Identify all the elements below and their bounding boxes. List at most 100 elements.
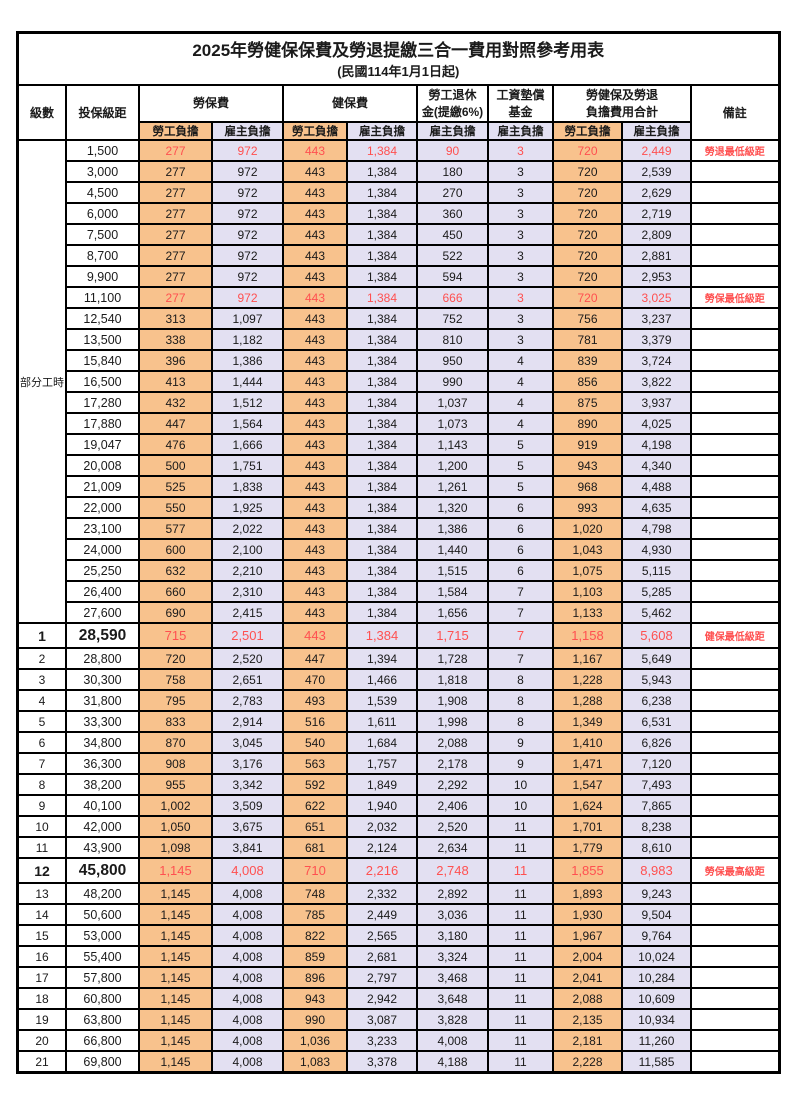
pension-employer-cell: 2,520 (416, 815, 489, 838)
health-employer-cell: 1,384 (346, 223, 418, 246)
subheader-labor-employee: 勞工負擔 (138, 121, 213, 141)
health-employer-cell: 3,378 (346, 1050, 418, 1074)
health-employee-cell: 748 (282, 882, 348, 905)
labor-employer-cell: 1,512 (211, 391, 284, 414)
labor-employer-cell: 1,666 (211, 433, 284, 456)
wage-fund-employer-cell: 9 (487, 731, 554, 754)
bracket-cell: 63,800 (65, 1008, 140, 1031)
total-employee-cell: 1,133 (552, 601, 623, 624)
wage-fund-employer-cell: 8 (487, 710, 554, 733)
level-cell: 16 (16, 945, 67, 968)
table-row: 18 60,800 1,145 4,008 943 2,942 3,648 11 2,088 10… (16, 987, 780, 1010)
total-employee-cell: 1,967 (552, 924, 623, 947)
note-cell (690, 945, 780, 968)
health-employer-cell: 2,332 (346, 882, 418, 905)
wage-fund-employer-cell: 3 (487, 139, 554, 162)
total-employee-cell: 1,930 (552, 903, 623, 926)
wage-fund-employer-cell: 5 (487, 454, 554, 477)
total-employee-cell: 2,135 (552, 1008, 623, 1031)
total-employer-cell: 4,930 (621, 538, 692, 561)
labor-employee-cell: 908 (138, 752, 213, 775)
health-employee-cell: 516 (282, 710, 348, 733)
total-employee-cell: 720 (552, 265, 623, 288)
labor-employee-cell: 277 (138, 244, 213, 267)
labor-employee-cell: 1,145 (138, 857, 213, 884)
subheader-health-employer: 雇主負擔 (346, 121, 418, 141)
health-employee-cell: 710 (282, 857, 348, 884)
note-cell (690, 815, 780, 838)
level-cell: 20 (16, 1029, 67, 1052)
table-row: 10 42,000 1,050 3,675 651 2,032 2,520 11 1,701 8,… (16, 815, 780, 838)
bracket-cell: 28,800 (65, 647, 140, 670)
wage-fund-employer-cell: 7 (487, 580, 554, 603)
table-row: 12 45,800 1,145 4,008 710 2,216 2,748 11 1,855 8,… (16, 857, 780, 884)
health-employer-cell: 1,940 (346, 794, 418, 817)
pension-employer-cell: 2,292 (416, 773, 489, 796)
health-employee-cell: 443 (282, 601, 348, 624)
labor-employee-cell: 277 (138, 160, 213, 183)
note-cell (690, 349, 780, 372)
health-employer-cell: 2,032 (346, 815, 418, 838)
bracket-cell: 6,000 (65, 202, 140, 225)
wage-fund-employer-cell: 7 (487, 601, 554, 624)
level-cell: 1 (16, 622, 67, 649)
health-employee-cell: 540 (282, 731, 348, 754)
labor-employee-cell: 600 (138, 538, 213, 561)
health-employee-cell: 943 (282, 987, 348, 1010)
labor-employee-cell: 1,098 (138, 836, 213, 859)
health-employee-cell: 443 (282, 286, 348, 309)
bracket-cell: 17,280 (65, 391, 140, 414)
table-row: 9,900 277 972 443 1,384 594 3 720 2,953 (18, 265, 780, 288)
total-employer-cell: 5,649 (621, 647, 692, 670)
level-cell: 8 (16, 773, 67, 796)
labor-employee-cell: 715 (138, 622, 213, 649)
total-employee-cell: 720 (552, 202, 623, 225)
labor-employer-cell: 4,008 (211, 945, 284, 968)
note-cell (690, 601, 780, 624)
table-row: 17,880 447 1,564 443 1,384 1,073 4 890 4,025 (18, 412, 780, 435)
level-cell: 13 (16, 882, 67, 905)
pension-employer-cell: 1,200 (416, 454, 489, 477)
table-row: 13,500 338 1,182 443 1,384 810 3 781 3,379 (18, 328, 780, 351)
pension-employer-cell: 990 (416, 370, 489, 393)
pension-employer-cell: 180 (416, 160, 489, 183)
labor-employer-cell: 972 (211, 181, 284, 204)
pension-employer-cell: 3,180 (416, 924, 489, 947)
labor-employer-cell: 972 (211, 160, 284, 183)
total-employee-cell: 720 (552, 244, 623, 267)
pension-employer-cell: 1,440 (416, 538, 489, 561)
total-employee-cell: 1,893 (552, 882, 623, 905)
header-pension: 勞工退休 金(提繳6%) (416, 84, 489, 123)
health-employee-cell: 681 (282, 836, 348, 859)
pension-employer-cell: 1,818 (416, 668, 489, 691)
labor-employer-cell: 2,914 (211, 710, 284, 733)
labor-employer-cell: 2,501 (211, 622, 284, 649)
bracket-cell: 17,880 (65, 412, 140, 435)
labor-employee-cell: 1,145 (138, 1008, 213, 1031)
total-employer-cell: 4,025 (621, 412, 692, 435)
total-employee-cell: 1,471 (552, 752, 623, 775)
health-employee-cell: 470 (282, 668, 348, 691)
note-cell (690, 181, 780, 204)
note-cell (690, 987, 780, 1010)
labor-employer-cell: 972 (211, 223, 284, 246)
wage-fund-employer-cell: 3 (487, 328, 554, 351)
labor-employee-cell: 1,145 (138, 903, 213, 926)
header-pension-line1: 勞工退休 (428, 88, 477, 103)
total-employee-cell: 1,349 (552, 710, 623, 733)
note-cell (690, 265, 780, 288)
subheader-pension-employer: 雇主負擔 (416, 121, 489, 141)
title-row: 2025年勞健保保費及勞退提繳三合一費用對照參考用表 (民國114年1月1日起) (16, 31, 780, 86)
header-health-insurance: 健保費 (282, 84, 418, 123)
table-row: 15,840 396 1,386 443 1,384 950 4 839 3,724 (18, 349, 780, 372)
bracket-cell: 27,600 (65, 601, 140, 624)
wage-fund-employer-cell: 8 (487, 668, 554, 691)
pension-employer-cell: 1,728 (416, 647, 489, 670)
bracket-cell: 20,008 (65, 454, 140, 477)
subheader-health-employee: 勞工負擔 (282, 121, 348, 141)
level-cell: 10 (16, 815, 67, 838)
labor-employer-cell: 2,520 (211, 647, 284, 670)
bracket-cell: 53,000 (65, 924, 140, 947)
page-subtitle: (民國114年1月1日起) (337, 63, 460, 79)
total-employee-cell: 2,041 (552, 966, 623, 989)
